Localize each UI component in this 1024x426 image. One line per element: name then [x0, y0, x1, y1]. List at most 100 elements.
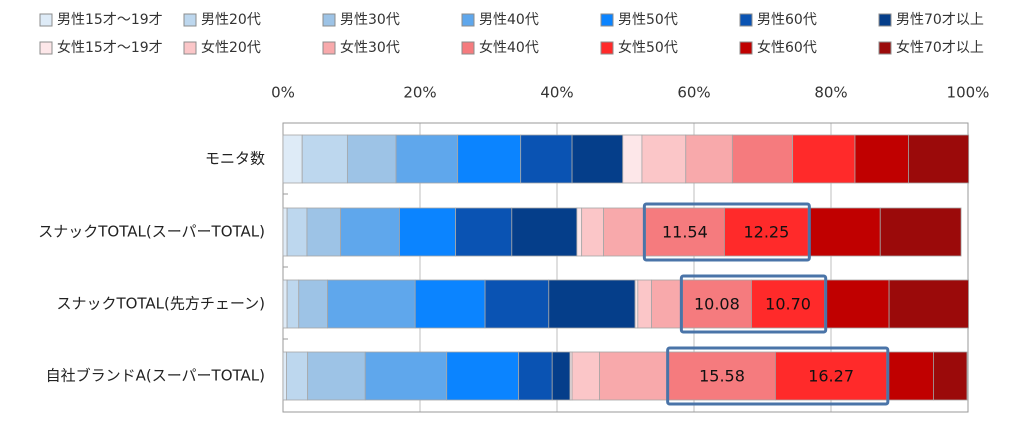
x-tick-label-80: 80% [814, 84, 847, 102]
bar-segment-1-13 [879, 207, 962, 257]
category-label-0: モニタ数 [205, 150, 265, 168]
bar-segment-0-0 [282, 134, 303, 184]
bar-segment-2-1 [286, 279, 300, 329]
x-tick-label-20: 20% [403, 84, 436, 102]
bar-segment-1-6 [511, 207, 578, 257]
legend-swatch-1 [183, 13, 197, 27]
bar-segment-1-3 [340, 207, 400, 257]
bar-segment-3-10 [668, 351, 776, 401]
bar-segment-0-6 [571, 134, 624, 184]
legend-swatch-13 [878, 41, 892, 55]
bar-segment-3-13 [933, 351, 968, 401]
highlight-box-2 [679, 274, 828, 334]
bar-segment-0-11 [792, 134, 856, 184]
legend-swatch-12 [739, 41, 753, 55]
category-label-2: スナックTOTAL(先方チェーン) [56, 295, 265, 313]
highlight-box-3 [666, 346, 890, 406]
legend-swatch-9 [322, 41, 336, 55]
bar-segment-2-3 [327, 279, 416, 329]
legend-label-12: 女性60代 [757, 39, 817, 56]
bar-segment-1-0 [282, 207, 288, 257]
data-label-3-11: 16.27 [808, 367, 854, 386]
category-label-3: 自社ブランドA(スーパーTOTAL) [46, 367, 265, 385]
legend-label-10: 女性40代 [479, 39, 539, 56]
legend-swatch-10 [461, 41, 475, 55]
bar-segment-2-6 [548, 279, 636, 329]
legend-swatch-6 [878, 13, 892, 27]
bar-segment-3-4 [446, 351, 520, 401]
bar-segment-2-13 [888, 279, 969, 329]
bar-segment-2-7 [634, 279, 639, 329]
category-label-1: スナックTOTAL(スーパーTOTAL) [38, 223, 265, 241]
data-label-2-11: 10.70 [765, 295, 811, 314]
bar-segment-3-9 [599, 351, 670, 401]
data-label-1-11: 12.25 [743, 223, 789, 242]
highlight-box-1 [642, 202, 811, 262]
bar-segment-0-10 [731, 134, 794, 184]
legend-swatch-2 [322, 13, 336, 27]
legend-label-8: 女性20代 [201, 39, 261, 56]
bar-segment-2-10 [681, 279, 752, 329]
bar-segment-1-5 [455, 207, 513, 257]
bar-segment-3-5 [518, 351, 553, 401]
legend-label-6: 男性70才以上 [896, 12, 984, 28]
bar-segment-2-11 [751, 279, 826, 329]
legend-swatch-8 [183, 41, 197, 55]
legend-label-11: 女性50代 [618, 39, 678, 56]
data-label-1-10: 11.54 [662, 223, 708, 242]
bar-segment-0-2 [346, 134, 397, 184]
legend-label-9: 女性30代 [340, 39, 400, 56]
bar-segment-3-11 [774, 351, 888, 401]
legend-label-13: 女性70才以上 [896, 39, 984, 56]
legend-label-3: 男性40代 [479, 12, 539, 28]
bar-segment-1-1 [286, 207, 308, 257]
legend-label-0: 男性15才～19才 [57, 12, 163, 28]
legend-label-7: 女性15才～19才 [57, 39, 163, 56]
bar-segment-1-7 [576, 207, 583, 257]
legend-swatch-3 [461, 13, 475, 27]
bar-segment-0-7 [622, 134, 643, 184]
bar-segment-0-4 [457, 134, 522, 184]
bar-segment-1-2 [306, 207, 341, 257]
bar-segment-1-12 [807, 207, 881, 257]
bar-segment-3-3 [364, 351, 448, 401]
bar-segment-3-8 [571, 351, 600, 401]
legend-swatch-4 [600, 13, 614, 27]
bar-segment-2-2 [298, 279, 328, 329]
bar-segment-0-12 [854, 134, 909, 184]
bar-segment-2-0 [282, 279, 288, 329]
legend-swatch-11 [600, 41, 614, 55]
x-tick-label-60: 60% [677, 84, 710, 102]
x-tick-label-40: 40% [540, 84, 573, 102]
bar-segment-2-9 [651, 279, 683, 329]
legend-label-1: 男性20代 [201, 12, 261, 28]
bar-segment-2-12 [824, 279, 890, 329]
x-tick-label-100: 100% [947, 84, 990, 102]
bar-segment-0-1 [301, 134, 348, 184]
bar-segment-0-3 [395, 134, 459, 184]
bar-segment-3-6 [551, 351, 571, 401]
bar-segment-1-4 [399, 207, 457, 257]
bar-segment-1-9 [603, 207, 646, 257]
bar-segment-3-2 [307, 351, 366, 401]
bar-segment-0-13 [908, 134, 970, 184]
legend-swatch-7 [39, 41, 53, 55]
bar-segment-0-9 [685, 134, 733, 184]
bar-segment-0-5 [520, 134, 573, 184]
legend-label-2: 男性30代 [340, 12, 400, 28]
legend-swatch-5 [739, 13, 753, 27]
data-label-3-10: 15.58 [699, 367, 745, 386]
data-label-2-10: 10.08 [694, 295, 740, 314]
bar-segment-3-0 [282, 351, 287, 401]
bar-segment-3-1 [286, 351, 309, 401]
bar-segment-3-12 [886, 351, 934, 401]
bar-segment-0-8 [641, 134, 687, 184]
legend-label-4: 男性50代 [618, 12, 678, 28]
bar-segment-2-5 [484, 279, 550, 329]
bar-segment-2-4 [414, 279, 486, 329]
legend-swatch-0 [39, 13, 53, 27]
bar-segment-2-8 [637, 279, 652, 329]
bar-segment-1-8 [581, 207, 604, 257]
